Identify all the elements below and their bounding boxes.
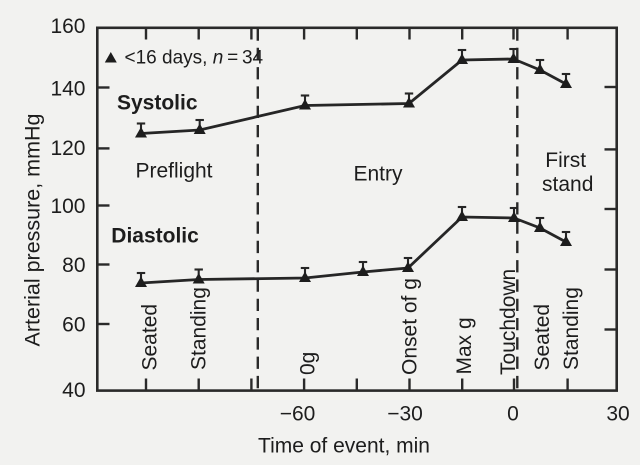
svg-text:Seated: Seated <box>139 304 162 371</box>
svg-text:Onset of g: Onset of g <box>399 278 422 375</box>
svg-text:Entry: Entry <box>353 163 403 186</box>
svg-text:Time of event, min: Time of event, min <box>258 435 430 458</box>
svg-text:0: 0 <box>507 403 519 426</box>
svg-text:120: 120 <box>50 137 85 160</box>
svg-text:First: First <box>545 149 586 172</box>
svg-text:Touchdown: Touchdown <box>497 269 520 375</box>
svg-text:−30: −30 <box>387 403 423 426</box>
svg-text:Diastolic: Diastolic <box>111 224 199 247</box>
svg-text:0g: 0g <box>297 352 320 375</box>
svg-text:40: 40 <box>62 379 85 402</box>
svg-text:Standing: Standing <box>188 287 211 370</box>
svg-text:Preflight: Preflight <box>135 160 212 183</box>
svg-text:100: 100 <box>50 195 85 218</box>
svg-text:Systolic: Systolic <box>117 92 198 115</box>
svg-text:80: 80 <box>62 254 85 277</box>
svg-text:Arterial pressure, mmHg: Arterial pressure, mmHg <box>21 114 45 347</box>
svg-text:30: 30 <box>606 403 629 426</box>
svg-text:140: 140 <box>50 78 85 101</box>
svg-text:Standing: Standing <box>560 287 583 370</box>
svg-text:Max g: Max g <box>453 317 476 374</box>
svg-text:−60: −60 <box>280 403 316 426</box>
svg-text:stand: stand <box>542 173 593 196</box>
svg-text:Seated: Seated <box>531 304 554 371</box>
svg-text:160: 160 <box>50 15 85 38</box>
svg-text:60: 60 <box>62 314 85 337</box>
svg-text:<16 days, n = 34: <16 days, n = 34 <box>125 48 264 69</box>
